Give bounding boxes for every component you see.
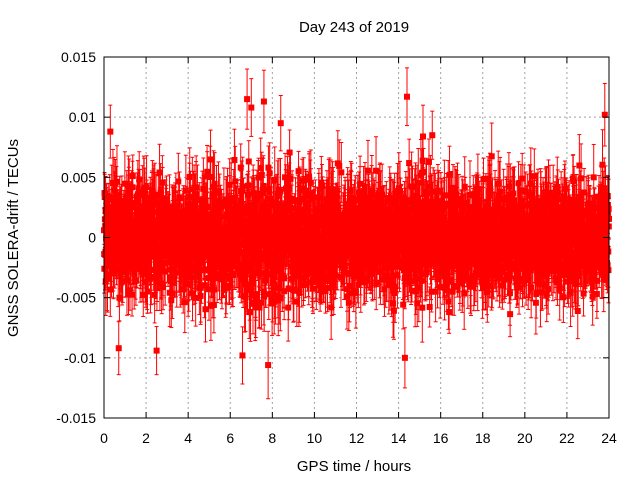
point-marker	[184, 258, 191, 265]
point-marker	[245, 158, 252, 165]
point-marker	[180, 270, 187, 277]
point-marker	[132, 277, 139, 284]
point-marker	[173, 258, 180, 265]
point-marker	[125, 290, 132, 297]
point-marker	[126, 212, 133, 219]
data-series	[101, 67, 612, 400]
point-marker	[116, 294, 123, 301]
point-marker	[113, 178, 120, 185]
point-marker	[107, 286, 114, 293]
point-marker	[156, 169, 163, 176]
point-marker	[169, 290, 176, 297]
point-marker	[151, 291, 158, 298]
point-marker	[142, 279, 149, 286]
point-marker	[202, 306, 209, 313]
point-marker	[239, 183, 246, 190]
point-marker	[180, 286, 187, 293]
point-marker	[168, 239, 175, 246]
point-marker	[189, 290, 196, 297]
point-marker	[192, 264, 199, 271]
point-marker	[186, 173, 193, 180]
point-marker	[211, 286, 218, 293]
point-marker	[132, 225, 139, 232]
point-marker	[185, 263, 192, 270]
point-marker	[109, 235, 116, 242]
point-marker	[160, 284, 167, 291]
point-marker	[127, 265, 134, 272]
point-marker	[191, 205, 198, 212]
point-marker	[129, 173, 136, 180]
point-marker	[262, 276, 269, 283]
point-marker	[155, 192, 162, 199]
point-marker	[198, 259, 205, 266]
point-marker	[116, 250, 123, 257]
point-marker	[194, 197, 201, 204]
point-marker	[105, 212, 112, 219]
data-point	[245, 140, 252, 183]
point-marker	[172, 250, 179, 257]
point-marker	[172, 203, 179, 210]
point-marker	[123, 268, 130, 275]
point-marker	[245, 182, 252, 189]
point-marker	[231, 156, 238, 163]
point-marker	[114, 219, 121, 226]
point-marker	[125, 182, 132, 189]
point-marker	[239, 352, 246, 359]
point-marker	[158, 280, 165, 287]
point-marker	[136, 176, 143, 183]
data-point	[239, 326, 246, 385]
point-marker	[111, 264, 118, 271]
point-marker	[139, 258, 146, 265]
point-marker	[125, 233, 132, 240]
point-marker	[184, 207, 191, 214]
point-marker	[266, 170, 273, 177]
point-marker	[204, 168, 211, 175]
point-marker	[181, 299, 188, 306]
point-marker	[160, 199, 167, 206]
point-marker	[189, 242, 196, 249]
point-marker	[193, 184, 200, 191]
point-marker	[143, 267, 150, 274]
point-marker	[140, 291, 147, 298]
point-marker	[168, 297, 175, 304]
point-marker	[175, 178, 182, 185]
point-marker	[118, 208, 125, 215]
point-marker	[189, 186, 196, 193]
point-marker	[192, 294, 199, 301]
point-marker	[151, 191, 158, 198]
point-marker	[150, 195, 157, 202]
point-marker	[166, 203, 173, 210]
point-marker	[129, 204, 136, 211]
point-marker	[129, 291, 136, 298]
